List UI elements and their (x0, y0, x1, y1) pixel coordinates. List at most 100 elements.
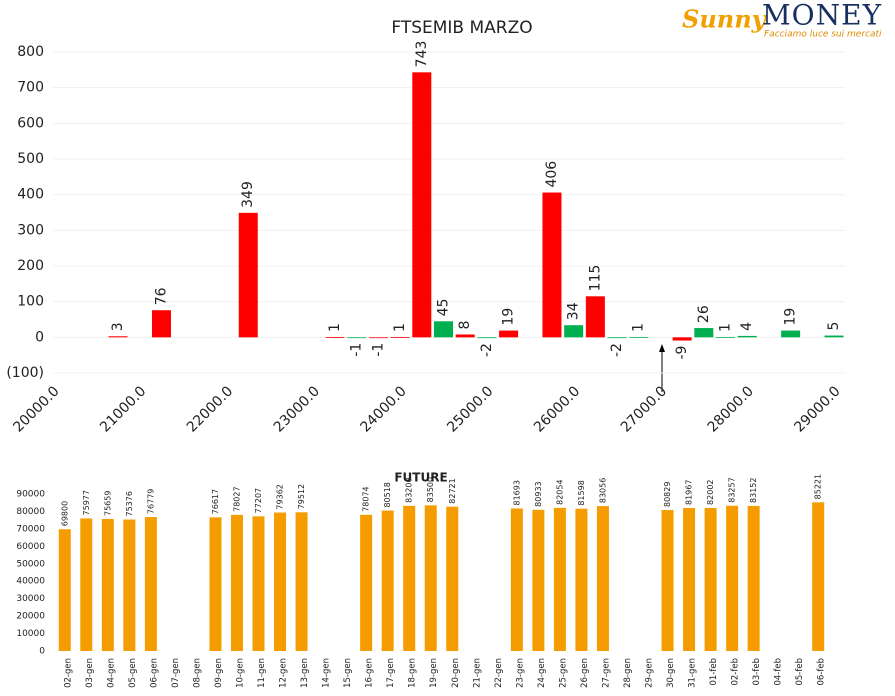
bar (144, 517, 157, 651)
x-tick-label: 22000.0 (184, 383, 236, 435)
bar (274, 512, 287, 651)
x-tick-label: 28-gen (623, 658, 633, 688)
data-label: 81967 (685, 480, 694, 505)
x-tick-label: 06-feb (817, 658, 827, 686)
x-tick-label: 04-gen (106, 658, 116, 688)
data-label: -1 (370, 343, 386, 357)
data-label: 79362 (276, 484, 285, 509)
y-tick-label: 20000 (16, 612, 45, 622)
data-label: 76 (153, 287, 169, 305)
x-tick-label: 07-gen (171, 658, 181, 688)
y-tick-label: (100) (6, 365, 44, 381)
bar (716, 336, 736, 338)
y-tick-label: 30000 (16, 594, 45, 604)
x-tick-label: 26000.0 (531, 383, 583, 435)
y-tick-label: 400 (17, 187, 44, 203)
x-tick-label: 17-gen (386, 658, 396, 688)
bar (704, 507, 717, 651)
x-tick-label: 27-gen (601, 658, 611, 688)
x-tick-label: 05-gen (128, 658, 138, 688)
x-tick-label: 29000.0 (791, 383, 843, 435)
data-label: 743 (414, 41, 430, 68)
data-label: 77207 (254, 488, 263, 513)
data-label: 4 (739, 322, 755, 331)
bar (123, 519, 136, 651)
y-tick-label: 800 (17, 44, 44, 60)
bar (672, 337, 692, 341)
bar (747, 505, 760, 651)
bar (607, 337, 627, 339)
bar (252, 516, 265, 651)
data-label: 82054 (555, 479, 564, 504)
bar (80, 518, 93, 651)
bar (446, 506, 459, 651)
data-label: 80933 (534, 481, 543, 506)
x-tick-label: 26-gen (580, 658, 590, 688)
logo-tagline: Facciamo luce sui mercati (764, 30, 882, 40)
bar (812, 502, 825, 651)
data-label: 349 (240, 181, 256, 208)
bar (325, 336, 345, 338)
bar (542, 192, 562, 338)
x-tick-label: 28000.0 (705, 383, 757, 435)
x-tick-label: 05-feb (795, 658, 805, 686)
data-label: 19 (783, 308, 799, 326)
data-label: 26 (696, 305, 712, 323)
y-tick-label: 500 (17, 151, 44, 167)
bar (347, 337, 367, 339)
x-tick-label: 27000.0 (618, 383, 670, 435)
bar (151, 310, 171, 338)
data-label: 80518 (383, 482, 392, 507)
data-label: 69800 (60, 501, 69, 526)
x-tick-label: 15-gen (343, 658, 353, 688)
data-label: 8 (457, 321, 473, 330)
bar (596, 506, 609, 651)
bar (238, 212, 258, 338)
data-label: 83152 (749, 477, 758, 502)
x-tick-label: 10-gen (235, 658, 245, 688)
logo-brand: MONEY (762, 0, 882, 32)
data-label: 81598 (577, 480, 586, 505)
bar (412, 72, 432, 338)
y-tick-label: 700 (17, 80, 44, 96)
bar (108, 336, 128, 338)
x-tick-label: 04-feb (774, 658, 784, 686)
logo-brand: Sunny (682, 5, 768, 34)
data-label: 115 (587, 265, 603, 292)
x-tick-label: 13-gen (300, 658, 310, 688)
bar (726, 505, 739, 651)
data-label: 3 (110, 322, 126, 331)
bar (209, 517, 222, 651)
x-tick-label: 31-gen (688, 658, 698, 688)
x-tick-label: 29-gen (645, 658, 655, 688)
x-tick-label: 21000.0 (97, 383, 149, 435)
bar (629, 336, 649, 338)
data-label: 75977 (82, 490, 91, 515)
x-tick-label: 23-gen (515, 658, 525, 688)
bar (368, 337, 388, 339)
bar (553, 507, 566, 651)
bar (694, 328, 714, 338)
data-label: 83056 (598, 478, 607, 503)
data-label: 19 (501, 308, 517, 326)
x-tick-label: 03-feb (752, 658, 762, 686)
bar (381, 510, 394, 651)
bar (499, 330, 519, 338)
data-label: 1 (631, 323, 647, 332)
bar (477, 337, 497, 339)
chart-title: FTSEMIB MARZO (391, 18, 532, 38)
x-tick-label: 19-gen (429, 658, 439, 688)
bar (295, 512, 308, 651)
y-tick-label: 200 (17, 258, 44, 274)
bar (824, 335, 844, 338)
x-tick-label: 18-gen (408, 658, 418, 688)
y-tick-label: 40000 (16, 577, 45, 587)
data-label: 34 (566, 302, 582, 320)
data-label: 80829 (663, 482, 672, 507)
data-label: -1 (349, 343, 365, 357)
bar (510, 508, 523, 651)
x-tick-label: 20000.0 (10, 383, 62, 435)
bar (683, 508, 696, 651)
bar (781, 330, 801, 338)
x-tick-label: 12-gen (279, 658, 289, 688)
